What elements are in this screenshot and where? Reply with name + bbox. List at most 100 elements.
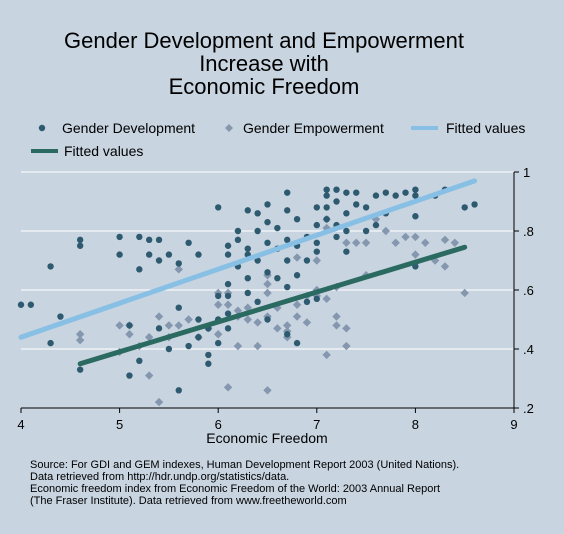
empowerment-point [263, 279, 272, 289]
development-point [126, 372, 133, 379]
development-point [234, 227, 242, 235]
development-point [47, 339, 54, 347]
development-point [76, 236, 84, 244]
development-point [382, 189, 390, 196]
empowerment-point [342, 341, 351, 351]
empowerment-point [214, 300, 223, 309]
development-point [175, 304, 182, 311]
development-point [224, 242, 232, 249]
development-point [343, 248, 350, 255]
development-point [155, 257, 163, 264]
empowerment-point [243, 315, 252, 324]
development-point [284, 257, 291, 264]
development-point [264, 269, 271, 276]
plot-area [17, 171, 514, 407]
development-points [17, 186, 478, 394]
development-point [165, 345, 173, 353]
x-ticks: 4 5 6 7 8 9 [17, 408, 518, 432]
empowerment-point [292, 312, 302, 321]
empowerment-point [144, 371, 154, 380]
development-point [323, 216, 330, 223]
y-axis: .2 .4 .6 .8 1 [513, 165, 534, 416]
empowerment-point [253, 341, 262, 351]
development-point [284, 331, 291, 338]
empowerment-point [273, 324, 282, 333]
development-point [313, 239, 320, 246]
title-line-1: Gender Development and Empowerment [64, 28, 464, 53]
empowerment-point [292, 253, 302, 262]
development-point [126, 322, 133, 329]
empowerment-point [154, 397, 164, 407]
empowerment-point [154, 312, 164, 321]
development-point [224, 292, 232, 300]
development-point [412, 213, 419, 220]
empowerment-point [75, 330, 85, 339]
grid-lines [21, 171, 514, 350]
y-tick-label: 1 [523, 165, 530, 180]
development-point [264, 218, 271, 226]
x-axis-title: Economic Freedom [206, 430, 327, 446]
development-point [254, 298, 261, 305]
development-point [27, 301, 35, 308]
legend-development-fit-label: Fitted values [64, 143, 143, 159]
empowerment-point [302, 318, 312, 327]
source-note-line-1: Source: For GDI and GEM indexes, Human D… [30, 459, 459, 471]
development-point [244, 275, 251, 282]
empowerment-point [223, 300, 233, 309]
empowerment-point [263, 288, 272, 298]
empowerment-point [361, 238, 371, 247]
development-point [195, 316, 202, 323]
development-point [412, 186, 419, 193]
empowerment-point [332, 321, 341, 330]
development-point [215, 204, 222, 211]
x-tick-label: 9 [510, 417, 517, 432]
development-point [195, 251, 202, 258]
legend-development-label: Gender Development [62, 120, 195, 136]
development-point [372, 221, 380, 229]
development-point [274, 275, 281, 282]
development-point [76, 366, 84, 373]
source-note-line-3: Economic freedom index from Economic Fre… [30, 483, 440, 495]
x-axis: 4 5 6 7 8 9 Economic Freedom [17, 407, 518, 446]
development-point [136, 357, 143, 364]
development-point [205, 351, 212, 359]
y-tick-label: .6 [523, 283, 534, 298]
empowerment-point [214, 330, 223, 339]
empowerment-point [401, 232, 410, 242]
development-point [362, 204, 370, 211]
empowerment-point [352, 238, 361, 247]
development-point [76, 242, 84, 249]
development-point [313, 204, 320, 211]
title-line-2: Increase with [199, 51, 329, 76]
empowerment-point [411, 250, 420, 259]
empowerment-point [440, 262, 450, 271]
empowerment-point [312, 256, 321, 265]
development-point [224, 280, 232, 288]
legend-empowerment-marker-icon [225, 124, 233, 132]
development-point [323, 204, 330, 211]
empowerment-point [342, 238, 351, 247]
development-point [323, 192, 330, 199]
development-point [313, 221, 320, 229]
development-point [343, 189, 350, 196]
development-point [343, 210, 350, 217]
development-point [303, 298, 311, 305]
development-point [215, 339, 222, 347]
development-point [293, 216, 301, 223]
development-point [274, 224, 281, 232]
development-point [254, 210, 261, 217]
empowerment-point [292, 300, 302, 309]
development-point [412, 192, 419, 199]
x-tick-label: 8 [412, 417, 419, 432]
legend: Gender Development Gender Empowerment Fi… [31, 120, 525, 159]
empowerment-point [450, 238, 460, 247]
empowerment-point [391, 238, 400, 247]
development-point [116, 251, 123, 258]
development-point [224, 325, 232, 332]
source-note-line-2: Data retrieved from http://hdr.undp.org/… [30, 471, 289, 483]
empowerment-point [75, 335, 85, 345]
development-point [333, 233, 340, 241]
development-point [343, 227, 350, 235]
development-point [185, 342, 192, 350]
development-point [303, 257, 311, 264]
